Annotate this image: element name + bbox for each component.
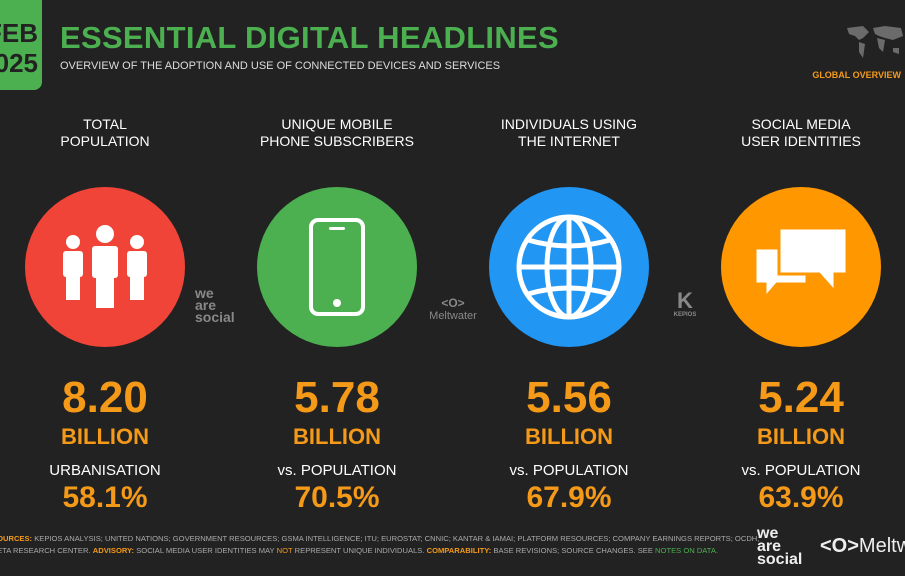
date-badge: FEB2025	[0, 0, 42, 90]
stat-unit: BILLION	[61, 424, 149, 449]
stat-sub-label: vs. POPULATION	[277, 462, 397, 479]
stat-sub-label: URBANISATION	[49, 462, 161, 479]
badge-month: FEB	[0, 18, 38, 48]
stat-sub-value: 67.9%	[526, 481, 612, 514]
notes-on-data-link[interactable]: NOTES ON DATA.	[655, 546, 719, 555]
stat-label: SOCIAL MEDIA USER IDENTITIES	[741, 116, 861, 149]
kepios-k-icon: K	[677, 288, 693, 313]
kepios-watermark: K KEPIOS	[670, 288, 700, 319]
we-are-social-watermark: we are social	[195, 285, 235, 325]
stat-value: 5.56	[526, 373, 612, 422]
page-title: ESSENTIAL DIGITAL HEADLINES	[60, 20, 559, 55]
people-icon	[25, 187, 185, 347]
world-map-icon	[847, 26, 903, 58]
stat-label: TOTAL POPULATION	[60, 116, 150, 149]
stat-social-media: SOCIAL MEDIA USER IDENTITIES 5.24 BILLION…	[691, 116, 905, 515]
stat-total-population: TOTAL POPULATION 8.20 BILLION URBANISATIO…	[0, 116, 215, 515]
we-are-social-logo: we are social	[757, 525, 803, 568]
globe-icon	[489, 187, 649, 347]
stat-value: 5.24	[758, 373, 844, 422]
stat-value: 5.78	[294, 373, 380, 422]
footer-notes: SOURCES: KEPIOS ANALYSIS; UNITED NATIONS…	[0, 534, 760, 555]
section-label: GLOBAL OVERVIEW	[812, 70, 901, 80]
stat-unit: BILLION	[757, 424, 845, 449]
stat-label: INDIVIDUALS USING THE INTERNET	[500, 116, 638, 149]
stat-sub-value: 70.5%	[294, 481, 380, 514]
meltwater-watermark: <O> Meltwater	[421, 296, 485, 322]
page-subtitle: OVERVIEW OF THE ADOPTION AND USE OF CONN…	[60, 60, 501, 72]
meltwater-eye-icon: <O>	[441, 296, 465, 310]
badge-year: 2025	[0, 48, 38, 78]
stat-sub-value: 63.9%	[758, 481, 844, 514]
mobile-phone-icon	[257, 187, 417, 347]
stat-sub-label: vs. POPULATION	[741, 462, 861, 479]
stat-mobile-subscribers: UNIQUE MOBILE PHONE SUBSCRIBERS 5.78 BILL…	[227, 116, 447, 515]
chat-bubbles-icon	[721, 187, 881, 347]
stat-label: UNIQUE MOBILE PHONE SUBSCRIBERS	[259, 116, 415, 149]
stat-unit: BILLION	[293, 424, 381, 449]
stat-unit: BILLION	[525, 424, 613, 449]
stat-internet-users: INDIVIDUALS USING THE INTERNET 5.56 BILLI…	[459, 116, 679, 515]
stat-value: 8.20	[62, 373, 148, 422]
stat-sub-value: 58.1%	[62, 481, 148, 514]
meltwater-eye-icon: <O>	[820, 535, 859, 557]
meltwater-logo: <O>Meltwater	[820, 535, 905, 557]
stat-sub-label: vs. POPULATION	[509, 462, 629, 479]
